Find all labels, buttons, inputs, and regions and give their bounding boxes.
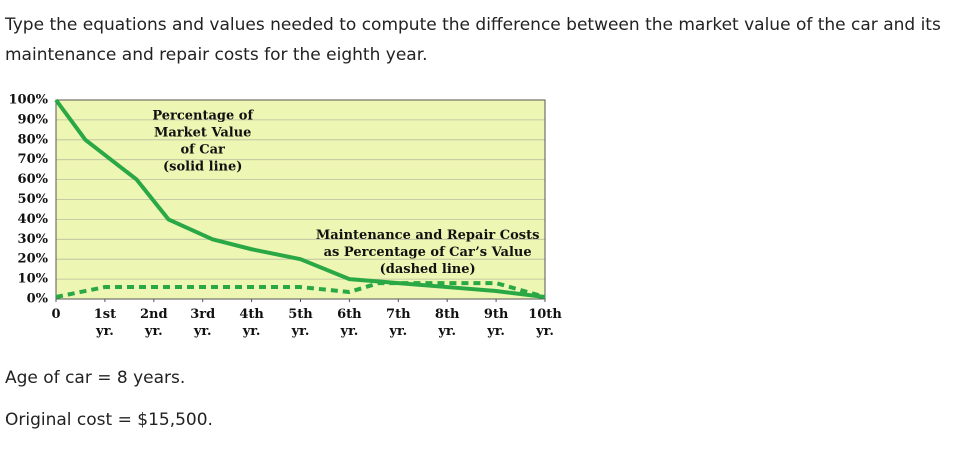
data-line	[54, 98, 546, 299]
x-tick-label: 9th yr.	[483, 307, 509, 339]
x-tick-label: 10th yr.	[528, 307, 562, 339]
y-tick-label: 10%	[18, 272, 49, 287]
x-tick-label: 8th yr.	[434, 307, 460, 339]
annotation: Market Value	[154, 125, 251, 140]
x-tick-label: 1st yr.	[93, 307, 117, 339]
x-tick-label: 3rd yr.	[190, 307, 216, 339]
annotation: as Percentage of Car’s Value	[324, 245, 532, 260]
fact: Original cost = $15,500.	[5, 410, 213, 430]
x-tick-label: 6th yr.	[337, 307, 362, 339]
y-tick-label: 0%	[27, 292, 49, 307]
x-tick-label: 0	[51, 307, 61, 322]
y-tick-label: 80%	[18, 132, 49, 147]
chart: 0% 10% 20% 30% 40% 50% 60% 70% 80% 90% 100% Percent…	[9, 93, 546, 307]
y-tick-label: 50%	[18, 192, 49, 207]
x-tick-label: 2nd yr.	[140, 307, 168, 339]
annotation: (dashed line)	[380, 262, 476, 277]
y-tick-label: 20%	[18, 252, 49, 267]
annotation: Percentage of	[152, 108, 254, 123]
y-tick-label: 90%	[18, 112, 49, 127]
x-tick-label: 5th yr.	[288, 307, 313, 339]
annotation: (solid line)	[163, 159, 242, 174]
x-tick-label: 4th yr.	[239, 307, 264, 339]
y-tick-label: 70%	[18, 152, 49, 167]
y-tick-label: 40%	[18, 212, 49, 227]
x-tick-label: 7th yr.	[386, 307, 411, 339]
fact: Age of car = 8 years.	[5, 368, 186, 388]
y-tick-label: 60%	[18, 172, 49, 187]
y-tick-label: 100%	[9, 93, 49, 108]
annotation: Maintenance and Repair Costs	[316, 228, 540, 243]
annotation: of Car	[180, 142, 225, 157]
y-tick-label: 30%	[18, 232, 49, 247]
question: Type the equations and values needed to …	[5, 15, 941, 65]
plot-frame	[55, 99, 546, 300]
data-line	[55, 281, 546, 299]
